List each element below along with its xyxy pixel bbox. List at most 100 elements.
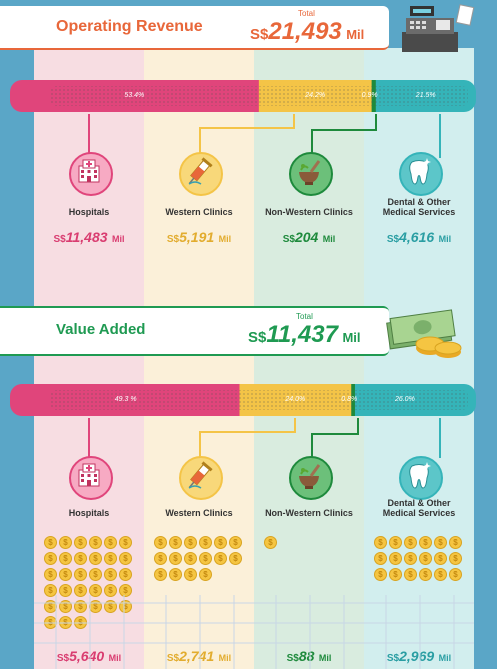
coin-icon: $ (389, 568, 402, 581)
non-western-clinics-share-label: 0.9% (361, 92, 378, 99)
hospital-icon (69, 456, 113, 500)
coin-icon: $ (154, 568, 167, 581)
coin-icon: $ (169, 552, 182, 565)
hospital-icon (69, 152, 113, 196)
coin-icon: $ (154, 552, 167, 565)
coin-icon: $ (214, 536, 227, 549)
non-western-clinics-amount: S$204 Mil (282, 229, 336, 245)
coin-icon: $ (434, 568, 447, 581)
coin-icon: $ (44, 568, 57, 581)
coin-icon: $ (229, 552, 242, 565)
coin-icon: $ (214, 552, 227, 565)
dental-label: Dental & Other Medical Services (382, 498, 456, 518)
hospitals-share-label: 49.3 % (114, 396, 137, 403)
western-clinics-share-label: 24.2% (305, 92, 326, 99)
mortar-pestle-icon (289, 152, 333, 196)
dental-share-label: 26.0% (394, 396, 415, 403)
operating-revenue-total: S$21,493 Mil (250, 18, 365, 45)
coin-icon: $ (199, 552, 212, 565)
coin-icon: $ (104, 568, 117, 581)
hospitals-amount: S$11,483 Mil (53, 229, 125, 245)
value-added-title: Value Added (56, 321, 146, 338)
coin-icon: $ (404, 552, 417, 565)
coin-icon: $ (184, 568, 197, 581)
coin-icon: $ (374, 568, 387, 581)
coin-icon: $ (389, 536, 402, 549)
value-added-total: S$11,437 Mil (248, 321, 361, 348)
coin-icon: $ (264, 536, 277, 549)
coin-icon: $ (59, 584, 72, 597)
tooth-icon (399, 456, 443, 500)
coin-icon: $ (434, 552, 447, 565)
coin-icon: $ (44, 584, 57, 597)
coin-icon: $ (154, 536, 167, 549)
coin-icon: $ (74, 568, 87, 581)
hospitals-label: Hospitals (68, 508, 110, 518)
coin-icon: $ (184, 536, 197, 549)
coin-icon: $ (59, 568, 72, 581)
operating-revenue-header: Operating Revenue Total S$21,493 Mil (0, 6, 389, 50)
coin-icon: $ (89, 568, 102, 581)
operating-revenue-title: Operating Revenue (56, 18, 203, 35)
coin-icon: $ (89, 552, 102, 565)
coin-icon: $ (169, 536, 182, 549)
coin-icon: $ (119, 568, 132, 581)
coin-icon: $ (419, 568, 432, 581)
non-western-clinics-label: Non-Western Clinics (265, 508, 353, 518)
dental-amount: S$4,616 Mil (386, 229, 452, 245)
western-clinics-label: Western Clinics (165, 508, 233, 518)
non-western-clinics-column (254, 48, 364, 669)
coin-icon: $ (44, 552, 57, 565)
coin-icon: $ (374, 552, 387, 565)
coin-icon: $ (74, 536, 87, 549)
cash-register-icon (402, 4, 475, 52)
hospitals-amount: S$5,640 Mil (56, 648, 122, 664)
non-western-clinics-share-label: 0.8% (341, 396, 358, 403)
dental-column (364, 48, 474, 669)
coin-icon: $ (104, 584, 117, 597)
coin-icon: $ (434, 536, 447, 549)
syringe-icon (179, 456, 223, 500)
coin-icon: $ (449, 568, 462, 581)
value-added-connectors (88, 418, 441, 458)
coin-icon: $ (104, 552, 117, 565)
coin-icon: $ (404, 568, 417, 581)
bottom-grid (34, 595, 474, 669)
non-western-clinics-amount: S$88 Mil (286, 648, 332, 664)
coin-icon: $ (74, 552, 87, 565)
western-clinics-amount: S$2,741 Mil (166, 648, 232, 664)
syringe-icon (179, 152, 223, 196)
coin-icon: $ (199, 536, 212, 549)
hospitals-label: Hospitals (68, 207, 110, 217)
money-stack-icon (386, 309, 462, 358)
coin-icon: $ (119, 536, 132, 549)
coin-icon: $ (89, 536, 102, 549)
coin-icon: $ (419, 536, 432, 549)
coin-icon: $ (449, 536, 462, 549)
coin-icon: $ (169, 568, 182, 581)
value-added-total-label: Total (296, 312, 313, 321)
coin-icon: $ (449, 552, 462, 565)
western-clinics-label: Western Clinics (165, 207, 233, 217)
value-added-header: Value Added Total S$11,437 Mil (0, 306, 389, 356)
value-added-share-bar (10, 384, 476, 416)
coin-icon: $ (119, 584, 132, 597)
coin-icon: $ (389, 552, 402, 565)
dental-coin-stack: $ $ $ $ $ $$ $ $ $ $ $$ $ $ $ $ $ (374, 536, 466, 584)
dental-label: Dental & Other Medical Services (382, 197, 456, 217)
non-western-clinics-label: Non-Western Clinics (265, 207, 353, 217)
dental-amount: S$2,969 Mil (386, 648, 452, 664)
coin-icon: $ (199, 568, 212, 581)
western-clinics-share-label: 24.0% (285, 396, 306, 403)
coin-icon: $ (104, 536, 117, 549)
coin-icon: $ (44, 536, 57, 549)
western-clinics-coin-stack: $ $ $ $ $ $$ $ $ $ $ $$ $ $ $ (154, 536, 246, 584)
dental-share-label: 21.5% (415, 92, 436, 99)
coin-icon: $ (89, 584, 102, 597)
operating-revenue-share-bar (10, 80, 476, 112)
coin-icon: $ (404, 536, 417, 549)
mortar-pestle-icon (289, 456, 333, 500)
operating-revenue-total-label: Total (298, 9, 315, 18)
coin-icon: $ (184, 552, 197, 565)
coin-icon: $ (374, 536, 387, 549)
